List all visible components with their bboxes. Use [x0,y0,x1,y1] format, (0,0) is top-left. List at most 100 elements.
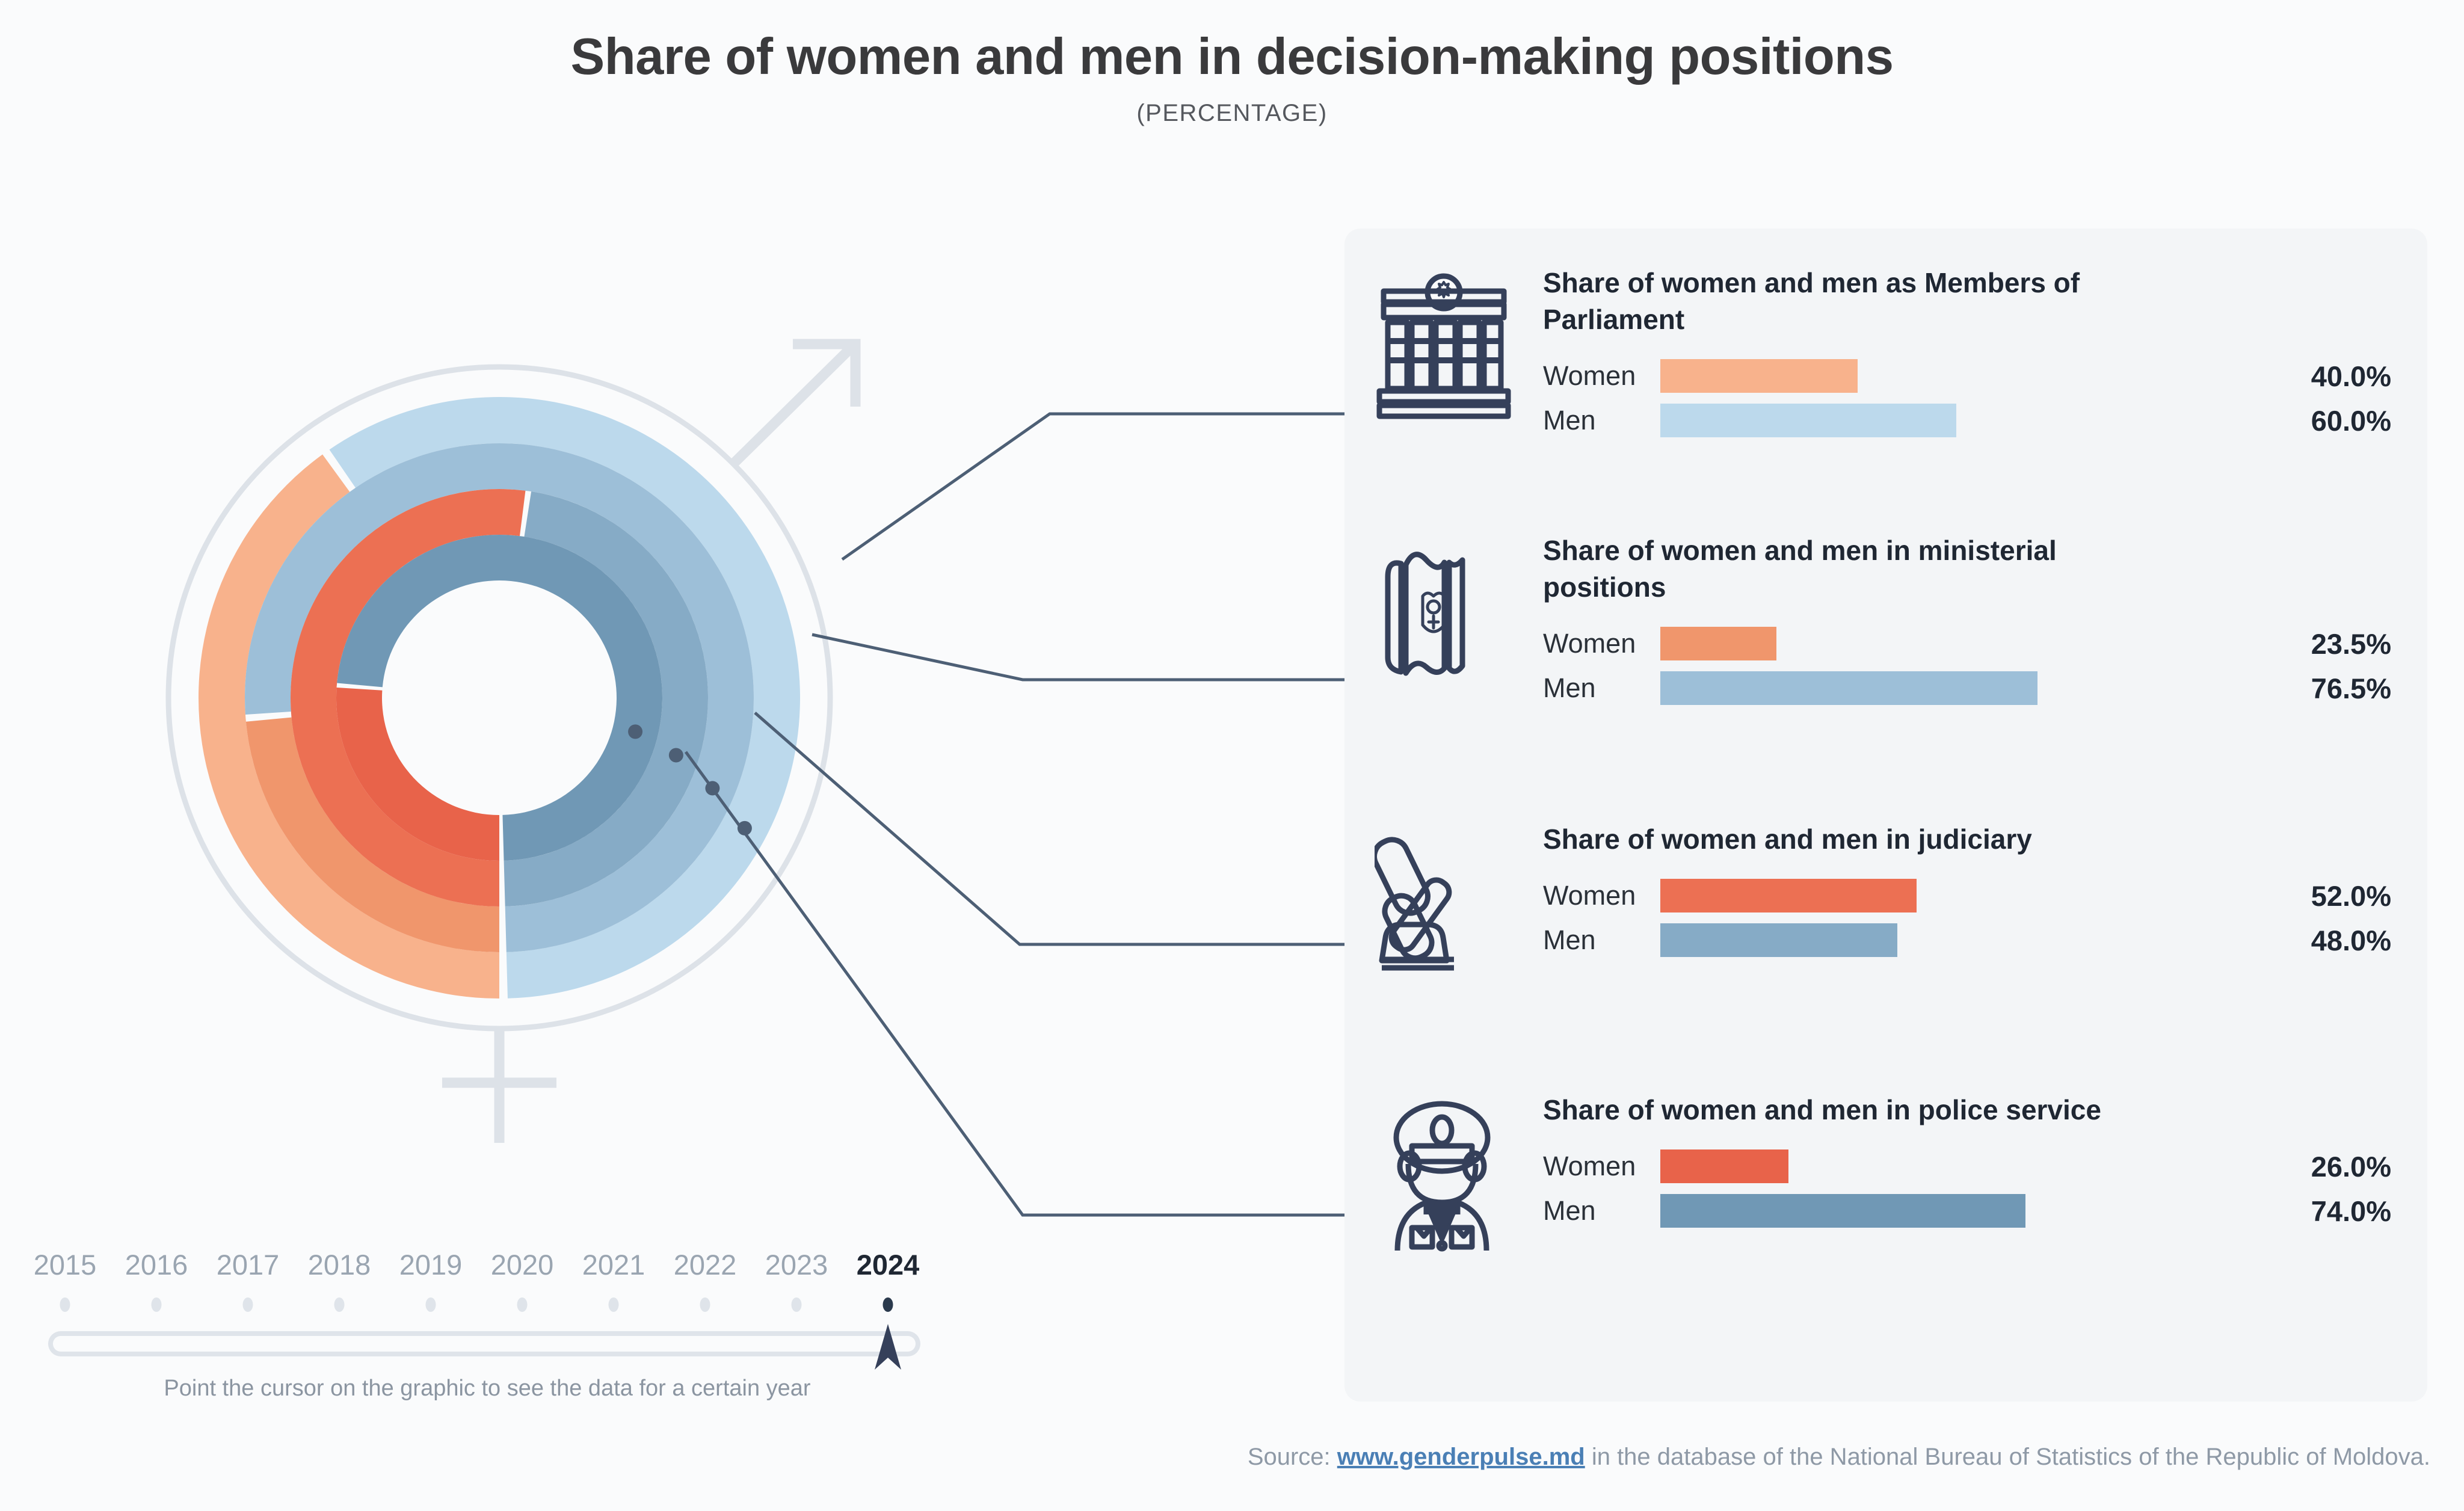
bar-area-women [1660,1144,2211,1189]
stat-row-women: Women 23.5% [1543,621,2391,666]
slider-track[interactable] [48,1331,920,1356]
bar-area-men [1660,398,2211,443]
year-dot-2016[interactable] [151,1297,162,1312]
row-label-women: Women [1543,1151,1636,1182]
stat-row-men: Men 60.0% [1543,398,2391,443]
parliament-icon [1344,265,1543,443]
year-dot-2017[interactable] [242,1297,253,1312]
value-men: 60.0% [2311,404,2391,437]
row-label-men: Men [1543,405,1596,436]
page-header: Share of women and men in decision-makin… [0,0,2464,127]
year-dot-2024[interactable] [882,1297,893,1312]
year-label-2018[interactable]: 2018 [307,1249,371,1281]
bar-area-men [1660,918,2211,962]
connector-dot [628,724,643,739]
stats-panel: Share of women and men as Members of Par… [1344,229,2427,1402]
bar-men [1660,1194,2025,1228]
stat-card-parliament[interactable]: Share of women and men as Members of Par… [1344,265,2427,443]
page-subtitle: (PERCENTAGE) [1136,99,1328,126]
stat-row-women: Women 52.0% [1543,873,2391,918]
stat-card-police[interactable]: Share of women and men in police service… [1344,1092,2427,1257]
donut-segment[interactable] [198,454,499,999]
connector-dot [668,748,683,763]
bar-women [1660,627,1776,661]
bar-women [1660,1149,1789,1184]
donut-chart[interactable] [42,198,981,1221]
year-dot-2023[interactable] [791,1297,802,1312]
bar-women [1660,359,1858,393]
flag-icon [1344,532,1543,710]
year-label-2020[interactable]: 2020 [490,1249,554,1281]
year-labels: 2015 2016 2017 2018 2019 2020 2021 2022 2023 2024 [33,1248,999,1290]
row-label-men: Men [1543,925,1596,956]
year-label-2016[interactable]: 2016 [125,1249,188,1281]
value-men: 74.0% [2311,1195,2391,1227]
year-label-2015[interactable]: 2015 [33,1249,97,1281]
slider-handle[interactable] [873,1322,903,1372]
connector-dot [737,820,752,836]
card-title: Share of women and men in police service [1543,1094,2101,1125]
value-women: 40.0% [2311,360,2391,392]
year-label-2019[interactable]: 2019 [399,1249,463,1281]
bar-area-men [1660,666,2211,710]
gender-symbol-decoration [165,339,861,1143]
source-link[interactable]: www.genderpulse.md [1337,1444,1585,1470]
year-label-2022[interactable]: 2022 [673,1249,737,1281]
value-women: 26.0% [2311,1150,2391,1183]
bar-men [1660,404,1956,438]
slider-track-inner [53,1336,916,1352]
bar-area-women [1660,354,2211,398]
row-label-women: Women [1543,880,1636,911]
bar-men [1660,923,1897,958]
year-dot-2018[interactable] [334,1297,345,1312]
year-dot-2022[interactable] [700,1297,710,1312]
source-footer: Source: www.genderpulse.md in the databa… [0,1444,2430,1471]
bar-women [1660,879,1917,913]
connector-dot [705,781,720,796]
row-label-women: Women [1543,628,1636,659]
source-suffix: in the database of the National Bureau o… [1585,1444,2430,1470]
timeline-hint: Point the cursor on the graphic to see t… [164,1376,811,1401]
stat-row-women: Women 26.0% [1543,1144,2391,1189]
slider-track-area[interactable] [36,1297,999,1370]
stat-row-women: Women 40.0% [1543,354,2391,398]
row-label-women: Women [1543,360,1636,392]
slider-handle-icon [875,1324,901,1370]
row-label-men: Men [1543,1195,1596,1226]
bar-area-women [1660,873,2211,918]
year-dot-2019[interactable] [425,1297,436,1312]
gavel-icon [1344,821,1543,977]
page-title: Share of women and men in decision-makin… [570,28,1894,85]
source-prefix: Source: [1247,1444,1337,1470]
donut-chart-svg [165,339,861,1143]
year-dot-2015[interactable] [60,1297,70,1312]
bar-area-women [1660,621,2211,666]
value-men: 48.0% [2311,924,2391,956]
stat-card-ministerial[interactable]: Share of women and men in ministerial po… [1344,532,2427,710]
year-label-2017[interactable]: 2017 [216,1249,280,1281]
year-dot-2020[interactable] [517,1297,528,1312]
stat-row-men: Men 74.0% [1543,1189,2391,1233]
row-label-men: Men [1543,672,1596,704]
year-label-2024[interactable]: 2024 [856,1249,920,1281]
bar-area-men [1660,1189,2211,1233]
stat-row-men: Men 76.5% [1543,666,2391,710]
donut-segment[interactable] [245,717,499,952]
card-title: Share of women and men in ministerial po… [1543,535,2057,603]
donut-segment[interactable] [336,687,499,861]
police-officer-icon [1344,1092,1543,1257]
donut-segment[interactable] [329,397,800,999]
value-men: 76.5% [2311,672,2391,704]
value-women: 52.0% [2311,879,2391,912]
year-dot-2021[interactable] [608,1297,619,1312]
value-women: 23.5% [2311,627,2391,660]
bar-men [1660,671,2038,706]
year-timeline[interactable]: 2015 2016 2017 2018 2019 2020 2021 2022 2023 2024… [33,1248,999,1405]
year-label-2021[interactable]: 2021 [582,1249,645,1281]
card-title: Share of women and men in judiciary [1543,823,2032,855]
stat-row-men: Men 48.0% [1543,918,2391,962]
donut-segment[interactable] [504,491,709,906]
year-label-2023[interactable]: 2023 [765,1249,828,1281]
stat-card-judiciary[interactable]: Share of women and men in judiciary Wome… [1344,821,2427,977]
donut-segment[interactable] [291,489,526,906]
